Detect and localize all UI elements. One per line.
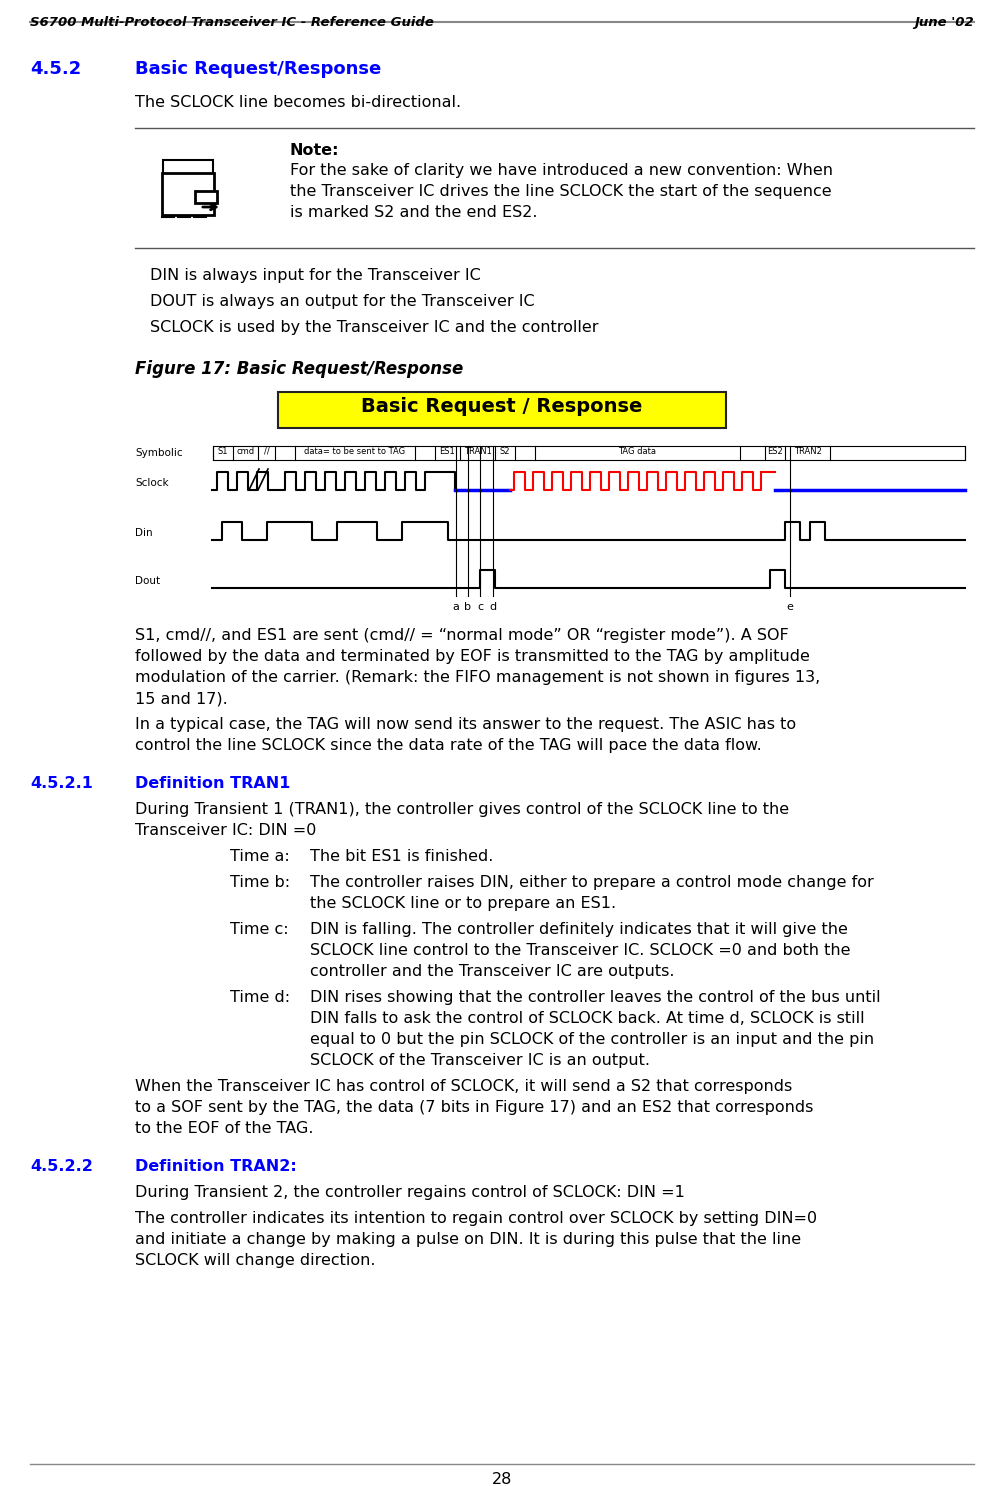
- Text: is marked S2 and the end ES2.: is marked S2 and the end ES2.: [290, 205, 537, 220]
- Text: In a typical case, the TAG will now send its answer to the request. The ASIC has: In a typical case, the TAG will now send…: [134, 718, 795, 733]
- Text: Basic Request/Response: Basic Request/Response: [134, 59, 381, 77]
- Text: Time a:: Time a:: [230, 849, 290, 863]
- Text: Time c:: Time c:: [230, 921, 288, 938]
- Text: During Transient 2, the controller regains control of SCLOCK: DIN =1: During Transient 2, the controller regai…: [134, 1184, 684, 1201]
- Bar: [278, 392, 725, 428]
- Text: control the line SCLOCK since the data rate of the TAG will pace the data flow.: control the line SCLOCK since the data r…: [134, 739, 761, 753]
- Text: The controller indicates its intention to regain control over SCLOCK by setting : The controller indicates its intention t…: [134, 1211, 816, 1226]
- Text: 4.5.2.2: 4.5.2.2: [30, 1159, 93, 1174]
- Bar: [195, 192, 217, 204]
- Text: ES1: ES1: [439, 447, 455, 456]
- Text: S1, cmd//, and ES1 are sent (cmd// = “normal mode” OR “register mode”). A SOF: S1, cmd//, and ES1 are sent (cmd// = “no…: [134, 629, 788, 643]
- Text: TAG data: TAG data: [618, 447, 656, 456]
- Text: Transceiver IC: DIN =0: Transceiver IC: DIN =0: [134, 823, 316, 838]
- Text: SCLOCK of the Transceiver IC is an output.: SCLOCK of the Transceiver IC is an outpu…: [310, 1054, 649, 1068]
- Text: 15 and 17).: 15 and 17).: [134, 691, 228, 706]
- Text: During Transient 1 (TRAN1), the controller gives control of the SCLOCK line to t: During Transient 1 (TRAN1), the controll…: [134, 802, 788, 817]
- Text: TRAN2: TRAN2: [792, 447, 820, 456]
- Text: Time b:: Time b:: [230, 875, 290, 890]
- Text: to a SOF sent by the TAG, the data (7 bits in Figure 17) and an ES2 that corresp: to a SOF sent by the TAG, the data (7 bi…: [134, 1100, 812, 1114]
- Text: d: d: [488, 602, 496, 612]
- Text: the SCLOCK line or to prepare an ES1.: the SCLOCK line or to prepare an ES1.: [310, 896, 616, 911]
- Text: and initiate a change by making a pulse on DIN. It is during this pulse that the: and initiate a change by making a pulse …: [134, 1232, 800, 1247]
- Text: data= to be sent to TAG: data= to be sent to TAG: [304, 447, 405, 456]
- Text: For the sake of clarity we have introduced a new convention: When: For the sake of clarity we have introduc…: [290, 163, 832, 178]
- Text: modulation of the carrier. (Remark: the FIFO management is not shown in figures : modulation of the carrier. (Remark: the …: [134, 670, 819, 685]
- Text: Sclock: Sclock: [134, 478, 169, 487]
- Text: Din: Din: [134, 528, 152, 538]
- Text: followed by the data and terminated by EOF is transmitted to the TAG by amplitud: followed by the data and terminated by E…: [134, 649, 809, 664]
- Text: a: a: [452, 602, 459, 612]
- Text: S1: S1: [218, 447, 228, 456]
- Text: cmd: cmd: [236, 447, 255, 456]
- Text: to the EOF of the TAG.: to the EOF of the TAG.: [134, 1120, 313, 1135]
- Text: The controller raises DIN, either to prepare a control mode change for: The controller raises DIN, either to pre…: [310, 875, 873, 890]
- Text: e: e: [785, 602, 792, 612]
- Text: S2: S2: [499, 447, 510, 456]
- Text: Figure 17: Basic Request/Response: Figure 17: Basic Request/Response: [134, 360, 462, 377]
- Text: b: b: [464, 602, 471, 612]
- Text: Dout: Dout: [134, 577, 159, 585]
- Text: Symbolic: Symbolic: [134, 447, 183, 458]
- Text: The bit ES1 is finished.: The bit ES1 is finished.: [310, 849, 492, 863]
- Text: Time d:: Time d:: [230, 990, 290, 1005]
- Text: June '02: June '02: [914, 16, 973, 30]
- Text: Basic Request / Response: Basic Request / Response: [361, 397, 642, 416]
- Text: SCLOCK line control to the Transceiver IC. SCLOCK =0 and both the: SCLOCK line control to the Transceiver I…: [310, 944, 850, 958]
- Text: When the Transceiver IC has control of SCLOCK, it will send a S2 that correspond: When the Transceiver IC has control of S…: [134, 1079, 791, 1094]
- Text: Definition TRAN1: Definition TRAN1: [134, 776, 290, 791]
- Text: SCLOCK will change direction.: SCLOCK will change direction.: [134, 1253, 375, 1268]
- Text: The SCLOCK line becomes bi-directional.: The SCLOCK line becomes bi-directional.: [134, 95, 460, 110]
- Text: DIN rises showing that the controller leaves the control of the bus until: DIN rises showing that the controller le…: [310, 990, 880, 1005]
- Text: DOUT is always an output for the Transceiver IC: DOUT is always an output for the Transce…: [149, 294, 534, 309]
- Text: S6700 Multi-Protocol Transceiver IC - Reference Guide: S6700 Multi-Protocol Transceiver IC - Re…: [30, 16, 433, 30]
- Bar: [213, 446, 964, 461]
- Text: 4.5.2.1: 4.5.2.1: [30, 776, 93, 791]
- Text: 4.5.2: 4.5.2: [30, 59, 81, 77]
- Text: ES2: ES2: [766, 447, 782, 456]
- Text: controller and the Transceiver IC are outputs.: controller and the Transceiver IC are ou…: [310, 964, 674, 979]
- Text: DIN falls to ask the control of SCLOCK back. At time d, SCLOCK is still: DIN falls to ask the control of SCLOCK b…: [310, 1010, 864, 1025]
- Text: TRAN1: TRAN1: [463, 447, 490, 456]
- Text: DIN is always input for the Transceiver IC: DIN is always input for the Transceiver …: [149, 267, 480, 282]
- Text: 28: 28: [491, 1473, 512, 1486]
- Bar: [161, 172, 214, 215]
- Text: Definition TRAN2:: Definition TRAN2:: [134, 1159, 297, 1174]
- Text: //: //: [264, 447, 269, 456]
- Text: equal to 0 but the pin SCLOCK of the controller is an input and the pin: equal to 0 but the pin SCLOCK of the con…: [310, 1031, 874, 1048]
- Bar: [162, 160, 213, 210]
- Text: SCLOCK is used by the Transceiver IC and the controller: SCLOCK is used by the Transceiver IC and…: [149, 319, 598, 334]
- Text: c: c: [476, 602, 482, 612]
- Text: DIN is falling. The controller definitely indicates that it will give the: DIN is falling. The controller definitel…: [310, 921, 847, 938]
- Text: Note:: Note:: [290, 143, 339, 158]
- Text: the Transceiver IC drives the line SCLOCK the start of the sequence: the Transceiver IC drives the line SCLOC…: [290, 184, 830, 199]
